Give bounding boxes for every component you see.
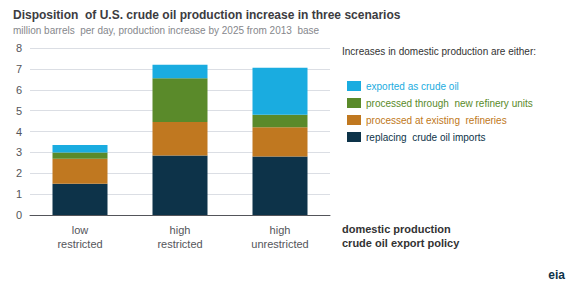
svg-text:3: 3	[16, 146, 22, 158]
svg-text:restricted: restricted	[157, 238, 202, 250]
svg-text:5: 5	[16, 105, 22, 117]
svg-text:4: 4	[16, 126, 22, 138]
svg-text:restricted: restricted	[57, 238, 102, 250]
svg-text:eia: eia	[548, 268, 565, 282]
svg-text:8: 8	[16, 42, 22, 54]
svg-text:Disposition of U.S. crude oil: Disposition of U.S. crude oil production…	[13, 8, 401, 22]
svg-text:unrestricted: unrestricted	[251, 238, 308, 250]
svg-text:low: low	[72, 224, 89, 236]
svg-text:high: high	[170, 224, 191, 236]
svg-text:replacing crude oil imports: replacing crude oil imports	[366, 132, 486, 143]
svg-text:0: 0	[16, 209, 22, 221]
svg-text:2: 2	[16, 167, 22, 179]
svg-text:processed through new refiner: processed through new refinery units	[366, 98, 533, 109]
svg-text:processed at existing refiner: processed at existing refineries	[366, 115, 507, 126]
svg-text:6: 6	[16, 84, 22, 96]
svg-text:1: 1	[16, 188, 22, 200]
svg-text:million barrels per day, prod: million barrels per day, production incr…	[13, 25, 320, 36]
svg-text:exported as crude oil: exported as crude oil	[366, 81, 459, 92]
svg-text:crude oil export policy: crude oil export policy	[342, 237, 460, 249]
svg-text:high: high	[270, 224, 291, 236]
svg-text:Increases in domestic producti: Increases in domestic production are eit…	[342, 46, 536, 57]
svg-text:7: 7	[16, 63, 22, 75]
svg-text:domestic production: domestic production	[342, 223, 451, 235]
